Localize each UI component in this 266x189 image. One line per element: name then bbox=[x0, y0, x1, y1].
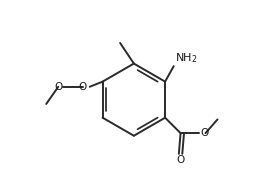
Text: O: O bbox=[176, 156, 185, 166]
Text: O: O bbox=[55, 82, 63, 92]
Text: O: O bbox=[200, 128, 209, 138]
Text: NH$_2$: NH$_2$ bbox=[174, 51, 197, 65]
Text: O: O bbox=[78, 82, 86, 92]
